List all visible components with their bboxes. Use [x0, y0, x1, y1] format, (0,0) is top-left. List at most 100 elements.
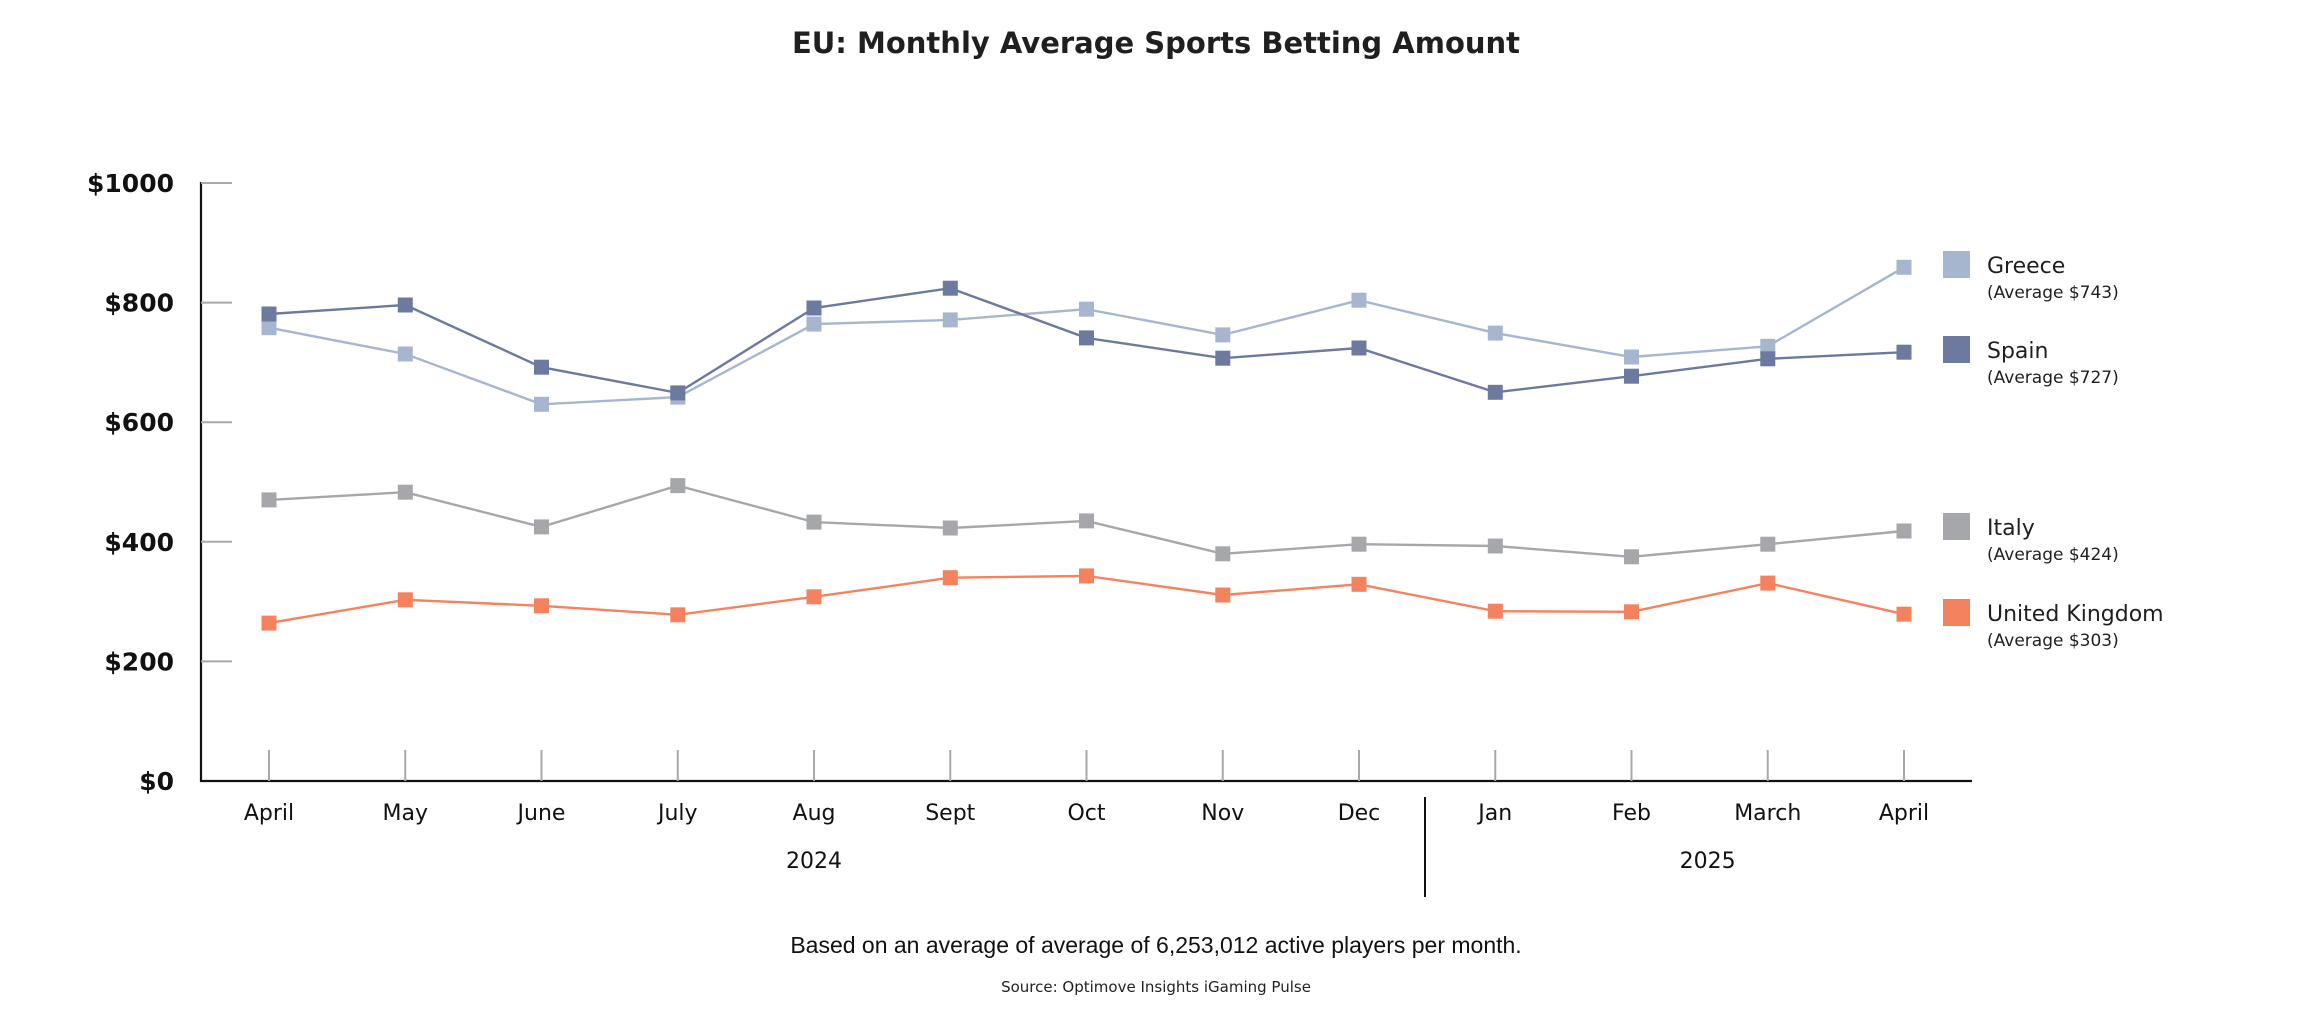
x-tick-label: April [1879, 801, 1929, 826]
x-tick-label: July [656, 801, 698, 826]
legend-item: Spain (Average $727) [1943, 336, 2119, 388]
data-point [1351, 576, 1367, 592]
data-point [534, 396, 549, 412]
year-label: 2024 [786, 849, 842, 874]
data-point [1624, 604, 1639, 620]
data-point [1079, 330, 1094, 346]
series-layer [261, 259, 1912, 631]
data-point [534, 598, 549, 614]
data-point [1760, 351, 1776, 367]
series-greece [261, 259, 1912, 412]
data-point [942, 280, 958, 296]
x-tick-label: Jan [1476, 801, 1512, 826]
legend-label: United Kingdom [1987, 602, 2164, 627]
legend-item: Greece (Average $743) [1943, 251, 2119, 303]
year-label: 2025 [1680, 849, 1736, 874]
data-point [1079, 301, 1094, 317]
data-point [534, 359, 549, 375]
y-tick-label: $600 [104, 408, 174, 437]
x-axis: April May June July Aug Sept Oct Nov Dec Jan Feb Ma… [200, 750, 1972, 897]
series-spain [261, 280, 1912, 401]
x-tick-label: June [516, 801, 566, 826]
chart-title: EU: Monthly Average Sports Betting Amoun… [792, 26, 1520, 60]
source-note: Source: Optimove Insights iGaming Pulse [1001, 978, 1311, 996]
data-point [942, 520, 958, 536]
data-point [806, 514, 822, 530]
data-point [942, 570, 958, 586]
data-point [1760, 575, 1776, 591]
data-point [1351, 340, 1367, 356]
data-point [1215, 587, 1231, 603]
data-point [1896, 606, 1912, 622]
data-point [1896, 523, 1912, 539]
data-point [1760, 536, 1776, 552]
y-tick-label: $200 [104, 647, 174, 676]
data-point [1351, 292, 1367, 308]
legend-swatch [1943, 599, 1970, 626]
data-point [261, 306, 277, 322]
data-point [1624, 349, 1639, 365]
data-point [806, 300, 822, 316]
x-tick-label: March [1734, 801, 1801, 826]
data-point [1215, 327, 1231, 343]
legend-average: (Average $424) [1987, 545, 2119, 565]
data-point [1624, 549, 1639, 565]
x-tick-label: May [383, 801, 428, 826]
data-point [397, 346, 413, 362]
data-point [261, 320, 277, 336]
x-tick-label: Sept [925, 801, 975, 826]
data-point [670, 607, 686, 623]
y-axis: $0 $200 $400 $600 $800 $1000 [87, 169, 232, 796]
legend-average: (Average $727) [1987, 368, 2119, 388]
legend-average: (Average $303) [1987, 631, 2119, 651]
y-tick-label: $1000 [87, 169, 174, 198]
legend-swatch [1943, 251, 1970, 278]
legend-swatch [1943, 513, 1970, 540]
series-united-kingdom [261, 568, 1912, 631]
data-point [397, 484, 413, 500]
data-point [1487, 384, 1503, 400]
data-point [1079, 568, 1094, 584]
data-point [397, 592, 413, 608]
x-tick-label: Nov [1201, 801, 1244, 826]
x-tick-label: Feb [1612, 801, 1651, 826]
data-point [261, 492, 277, 508]
data-point [1487, 538, 1503, 554]
data-point [1079, 513, 1094, 529]
x-tick-label: Oct [1067, 801, 1105, 826]
legend-item: Italy (Average $424) [1943, 513, 2119, 565]
legend-label: Greece [1987, 254, 2065, 279]
legend-item: United Kingdom (Average $303) [1943, 599, 2164, 651]
data-point [1760, 338, 1776, 354]
data-point [397, 297, 413, 313]
legend: Greece (Average $743) Spain (Average $727) I… [1943, 251, 2164, 651]
legend-average: (Average $743) [1987, 283, 2119, 303]
data-point [1215, 350, 1231, 366]
footnote: Based on an average of average of 6,253,… [790, 932, 1521, 958]
data-point [670, 478, 686, 494]
data-point [806, 316, 822, 332]
x-tick-label: April [244, 801, 294, 826]
x-tick-label: Dec [1338, 801, 1381, 826]
y-tick-label: $0 [139, 767, 174, 796]
series-italy [261, 478, 1912, 565]
data-point [806, 589, 822, 605]
legend-swatch [1943, 336, 1970, 363]
x-tick-label: Aug [793, 801, 836, 826]
y-tick-label: $400 [104, 528, 174, 557]
data-point [1487, 325, 1503, 341]
data-point [1215, 546, 1231, 562]
legend-label: Italy [1987, 516, 2035, 541]
data-point [942, 312, 958, 328]
data-point [670, 385, 686, 401]
data-point [1351, 536, 1367, 552]
data-point [261, 615, 277, 631]
legend-label: Spain [1987, 339, 2048, 364]
data-point [1896, 259, 1912, 275]
data-point [1624, 368, 1639, 384]
data-point [534, 519, 549, 535]
data-point [1896, 344, 1912, 360]
y-tick-label: $800 [104, 289, 174, 318]
data-point [1487, 603, 1503, 619]
